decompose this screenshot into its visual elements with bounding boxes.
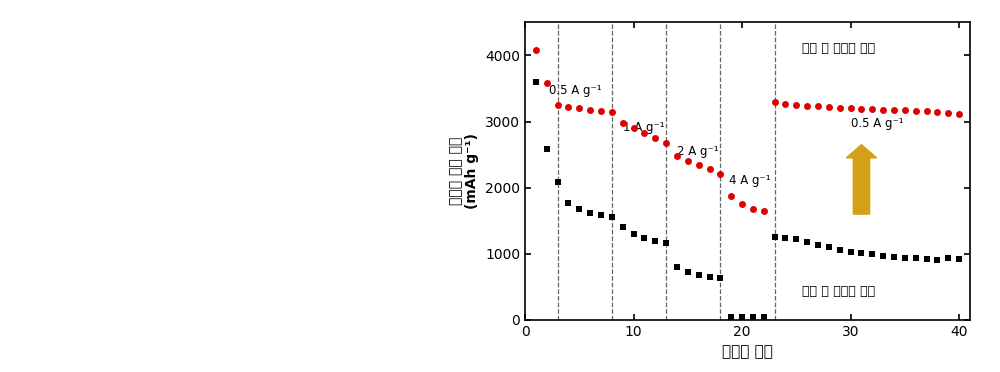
Text: 가열 후 실리콘 음극: 가열 후 실리콘 음극 — [802, 42, 875, 55]
FancyArrow shape — [846, 145, 877, 214]
Text: 가열 전 실리콘 음극: 가열 전 실리콘 음극 — [802, 285, 875, 298]
Text: 1 A g⁻¹: 1 A g⁻¹ — [623, 121, 664, 134]
Text: 0.5 A g⁻¹: 0.5 A g⁻¹ — [851, 117, 903, 130]
Text: 2 A g⁻¹: 2 A g⁻¹ — [677, 145, 719, 158]
Y-axis label: 무게당 방전 용량
(mAh g⁻¹): 무게당 방전 용량 (mAh g⁻¹) — [449, 133, 479, 209]
Text: 4 A g⁻¹: 4 A g⁻¹ — [729, 174, 771, 187]
X-axis label: 사이클 횟수: 사이클 횟수 — [722, 344, 773, 359]
Text: 0.5 A g⁻¹: 0.5 A g⁻¹ — [549, 84, 602, 97]
